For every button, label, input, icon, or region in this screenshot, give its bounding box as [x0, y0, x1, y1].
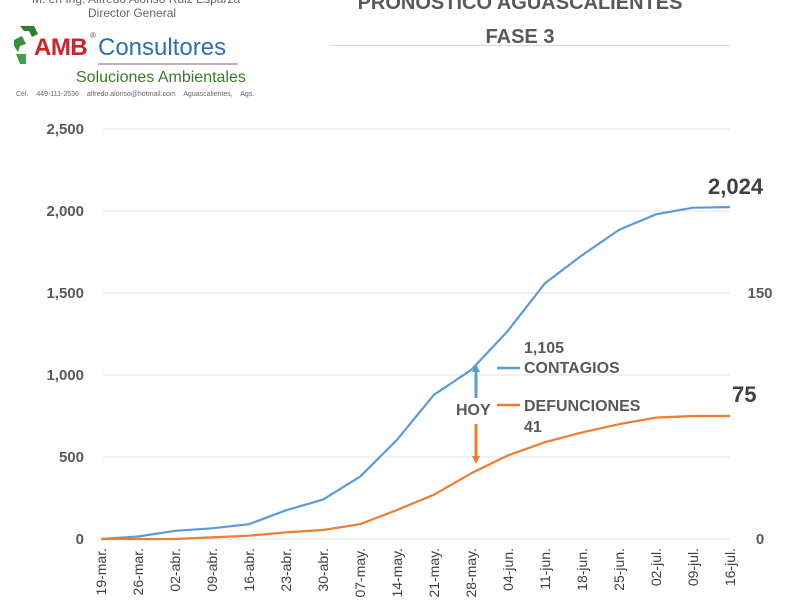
series-line-defunciones [101, 414, 730, 541]
contagios-today-value: 1,105 [524, 340, 564, 357]
title-divider [330, 45, 730, 46]
today-label: HOY [456, 402, 491, 419]
chart-title: PRONÓSTICO AGUASCALIENTES [357, 0, 683, 14]
y-left-tick-label: 0 [76, 531, 84, 548]
x-tick-label: 23-abr. [278, 548, 294, 592]
recycle-icon [14, 26, 38, 64]
x-tick-label: 02-abr. [167, 548, 183, 592]
defunciones-final-label: 75 [732, 382, 756, 407]
defunciones-today-value: 41 [524, 419, 542, 436]
x-tick-label: 14-may. [389, 548, 405, 598]
logo-tagline: Soluciones Ambientales [76, 69, 246, 86]
x-tick-label: 16-jul. [722, 548, 738, 586]
x-tick-label: 19-mar. [93, 548, 109, 595]
logo-rule [98, 63, 238, 65]
x-tick-label: 09-abr. [204, 548, 220, 592]
y-left-tick-label: 500 [59, 449, 84, 466]
x-tick-label: 11-jun. [537, 548, 553, 590]
series-line-contagios [100, 206, 731, 541]
y-right-tick-label: 150 [747, 285, 772, 302]
x-tick-label: 30-abr. [315, 548, 331, 592]
x-tick-label: 28-may. [463, 548, 479, 598]
series-lines [100, 206, 731, 541]
x-tick-label: 16-abr. [241, 548, 257, 592]
annotations: 2,024 75 1,105 CONTAGIOS DEFUNCIONES 41 … [456, 174, 764, 464]
director-name: M. en Ing. Alfredo Alonso Ruiz Esparza [32, 0, 240, 6]
y-axis-right: 0 150 [747, 285, 772, 548]
contagios-final-label: 2,024 [708, 174, 764, 199]
legend-contagios-label: CONTAGIOS [524, 360, 620, 377]
chart-title-block: PRONÓSTICO AGUASCALIENTES FASE 3 [330, 0, 710, 54]
director-title: Director General [88, 6, 177, 20]
x-tick-label: 25-jun. [611, 548, 627, 591]
x-tick-label: 07-may. [352, 548, 368, 598]
chart-subtitle: FASE 3 [485, 26, 555, 48]
y-left-tick-label: 2,500 [46, 121, 84, 138]
logo-registered-mark: ® [90, 31, 96, 40]
legend-defunciones-label: DEFUNCIONES [524, 398, 641, 415]
company-logo: M. en Ing. Alfredo Alonso Ruiz Esparza D… [0, 0, 260, 105]
x-axis: 19-mar. 26-mar. 02-abr. 09-abr. 16-abr. 23-ab… [93, 548, 738, 598]
logo-amb: AMB [34, 34, 88, 61]
x-tick-label: 21-may. [426, 548, 442, 598]
today-arrow-down-head [472, 456, 480, 464]
y-right-tick-label: 0 [756, 531, 764, 548]
x-tick-label: 09-jul. [685, 548, 701, 586]
x-tick-label: 02-jul. [648, 548, 664, 586]
y-axis-left: 0 500 1,000 1,500 2,000 2,500 [46, 121, 84, 548]
x-tick-label: 26-mar. [130, 548, 146, 595]
x-tick-label: 18-jun. [574, 548, 590, 591]
y-left-tick-label: 2,000 [46, 203, 84, 220]
contact-info: Cel. 449-111-2536 alfredo.alonso@hotmail… [16, 91, 255, 98]
today-arrow-up-head [472, 364, 480, 372]
gridlines [103, 128, 730, 540]
y-left-tick-label: 1,000 [46, 367, 84, 384]
logo-consultores: Consultores [98, 34, 227, 61]
y-left-tick-label: 1,500 [46, 285, 84, 302]
x-tick-label: 04-jun. [500, 548, 516, 591]
